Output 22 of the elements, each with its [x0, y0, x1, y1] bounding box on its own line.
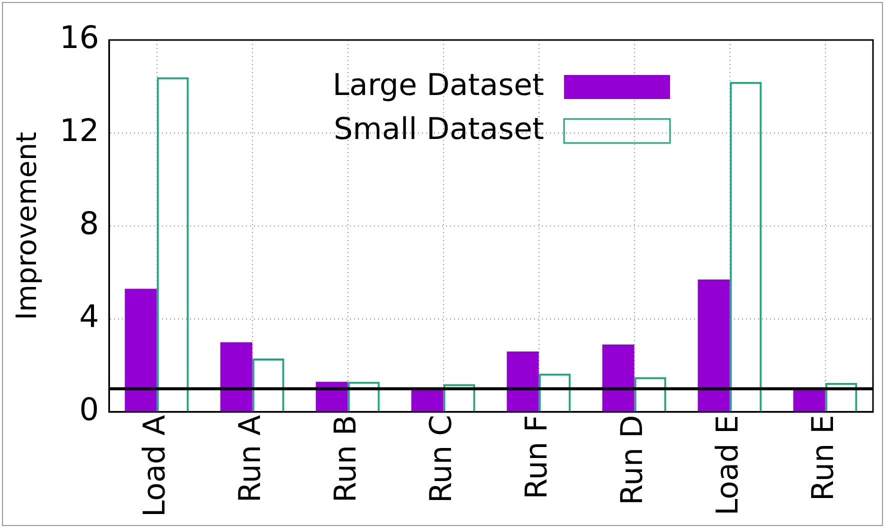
- bar: [793, 388, 826, 412]
- x-tick-label: Run B: [328, 414, 364, 503]
- legend-label: Large Dataset: [332, 68, 544, 103]
- x-tick-label: Run E: [806, 414, 842, 501]
- bar: [698, 279, 730, 412]
- y-tick-label: 4: [79, 299, 100, 336]
- x-tick-label: Run F: [520, 414, 555, 500]
- bar: [220, 342, 252, 412]
- legend-label: Small Dataset: [334, 112, 544, 147]
- bar: [124, 288, 157, 412]
- x-tick-label: Run D: [615, 414, 650, 506]
- x-tick-label: Load E: [710, 414, 746, 516]
- bar: [506, 352, 539, 412]
- y-axis-title: Improvement: [10, 132, 44, 320]
- x-tick-label: Load A: [138, 414, 173, 518]
- y-tick-label: 8: [79, 206, 100, 242]
- y-tick-label: 0: [79, 392, 100, 428]
- y-tick-label: 16: [60, 20, 100, 56]
- x-tick-label: Run A: [233, 414, 268, 503]
- y-tick-label: 12: [60, 113, 100, 150]
- x-tick-label: Run C: [424, 414, 460, 503]
- bar: [602, 344, 634, 412]
